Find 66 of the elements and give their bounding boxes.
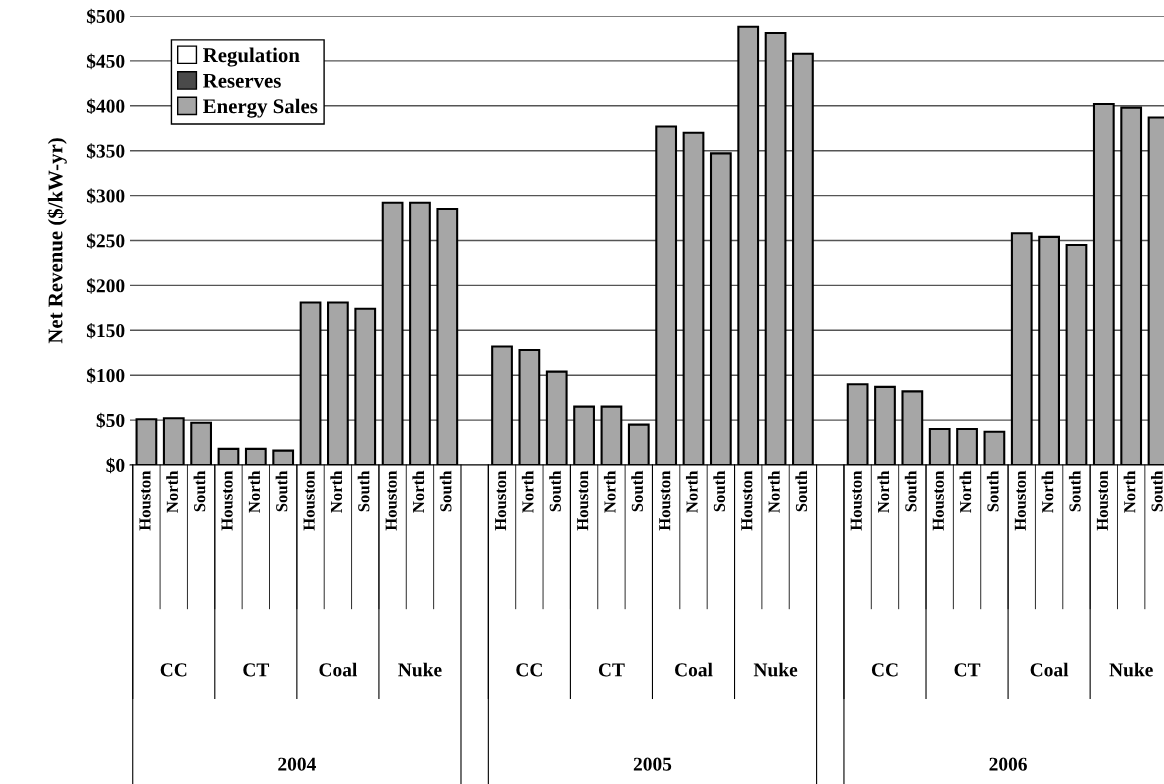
- x-tick-label: South: [986, 470, 999, 512]
- x-tick-label: North: [603, 470, 616, 513]
- x-tick-label: South: [631, 470, 643, 512]
- x-tick-label: North: [1041, 470, 1054, 513]
- y-tick-label: $350: [86, 143, 125, 159]
- x-tick-label: South: [439, 470, 452, 512]
- text: Coal: [1030, 662, 1069, 677]
- y-tick-label: $400: [86, 98, 125, 115]
- y-tick-label: $100: [86, 367, 125, 384]
- x-tick-label: Houston: [850, 470, 862, 531]
- x-tick-label: Houston: [1096, 470, 1109, 531]
- x-tick-label: South: [357, 470, 370, 512]
- y-tick-label: $50: [96, 412, 125, 429]
- legend-label: Reserves: [203, 73, 281, 88]
- text: Coal: [319, 662, 358, 677]
- y-tick-label: $450: [86, 53, 125, 70]
- x-tick-label: North: [1123, 470, 1136, 513]
- x-tick-label: North: [685, 470, 698, 513]
- text: 2004: [278, 757, 316, 771]
- x-tick-label: Houston: [221, 470, 233, 531]
- text: Coal: [675, 662, 713, 677]
- text: CT: [598, 663, 625, 677]
- text: CT: [243, 663, 270, 677]
- text: Nuke: [398, 662, 442, 677]
- x-tick-label: Houston: [495, 470, 507, 531]
- text: 2006: [989, 757, 1027, 771]
- x-tick-label: South: [1150, 470, 1163, 512]
- y-tick-label: $150: [86, 322, 125, 339]
- x-tick-label: Houston: [659, 470, 671, 531]
- y-tick-label: $200: [86, 278, 125, 294]
- x-tick-label: North: [248, 470, 260, 513]
- x-tick-label: North: [877, 470, 890, 513]
- x-tick-label: North: [768, 470, 780, 513]
- x-tick-label: North: [412, 470, 425, 513]
- x-tick-label: South: [275, 470, 288, 512]
- text: 2005: [633, 757, 672, 771]
- y-tick-label: $500: [86, 8, 125, 25]
- y-tick-label: $250: [86, 233, 125, 249]
- x-tick-label: South: [713, 470, 726, 512]
- x-tick-label: North: [166, 470, 178, 513]
- x-tick-label: South: [549, 470, 561, 512]
- y-axis-title: Net Revenue ($/kW-yr): [47, 138, 67, 344]
- x-tick-label: Houston: [385, 470, 397, 531]
- x-tick-label: Houston: [577, 470, 589, 531]
- x-tick-label: Houston: [741, 470, 753, 531]
- y-tick-label: $300: [86, 188, 125, 204]
- text: Nuke: [1109, 662, 1153, 677]
- x-tick-label: Houston: [932, 470, 944, 531]
- x-tick-label: South: [904, 470, 917, 512]
- text: CC: [871, 663, 898, 677]
- x-tick-label: North: [959, 470, 972, 513]
- text: CC: [160, 663, 187, 677]
- x-tick-label: Houston: [139, 470, 151, 531]
- y-tick-label: $0: [106, 457, 125, 474]
- legend-label: Regulation: [203, 47, 300, 67]
- text: CC: [516, 663, 542, 677]
- text: CT: [954, 663, 981, 677]
- x-tick-label: North: [521, 470, 534, 513]
- x-tick-label: South: [193, 470, 206, 512]
- x-tick-label: South: [795, 470, 808, 512]
- x-tick-label: Houston: [303, 470, 315, 531]
- text: Nuke: [753, 662, 798, 677]
- x-tick-label: Houston: [1014, 470, 1026, 531]
- x-tick-label: South: [1068, 470, 1081, 512]
- x-tick-label: North: [330, 470, 343, 513]
- legend-label: Energy Sales: [203, 98, 318, 118]
